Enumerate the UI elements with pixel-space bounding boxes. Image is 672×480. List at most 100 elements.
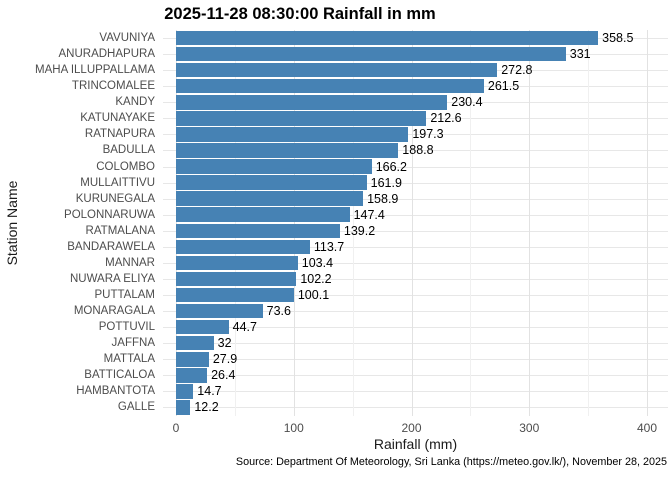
bar-value-label: 161.9 [370,175,402,190]
x-tick-label: 300 [519,421,540,435]
y-tick-label: NUWARA ELIYA [70,272,155,285]
bar [176,207,350,222]
bar-value-label: 102.2 [300,271,332,286]
bar-value-label: 27.9 [212,352,238,367]
gridline-horizontal [163,327,668,329]
y-tick-label: MONARAGALA [73,305,155,318]
bar [176,111,427,126]
gridline-major [647,30,648,416]
x-tick-label: 0 [172,421,180,435]
bar-value-label: 158.9 [367,191,399,206]
y-tick-label: JAFFNA [111,337,155,350]
bar-value-label: 73.6 [266,304,291,319]
gridline-horizontal [163,198,668,200]
gridline-major [411,30,413,416]
bar-value-label: 147.4 [353,207,385,222]
bar [176,175,367,190]
bar-value-label: 26.4 [211,368,236,383]
gridline-major [293,30,295,416]
gridline-horizontal [163,311,668,313]
x-axis-title: Rainfall (mm) [373,436,458,452]
bar [176,143,399,158]
y-tick-label: BANDARAWELA [67,240,155,253]
bar [176,95,448,110]
gridline-horizontal [163,246,668,248]
bar [176,223,340,239]
x-tick-label: 200 [401,421,422,435]
gridline-horizontal [163,230,668,232]
gridline-major [529,30,531,416]
bar [176,319,229,335]
bar-value-label: 139.2 [343,223,376,238]
gridline-horizontal [163,262,668,264]
gridline-horizontal [163,278,668,280]
gridline-minor [470,30,472,416]
gridline-horizontal [163,150,668,152]
bar [176,159,372,174]
y-tick-label: POLONNARUWA [64,208,155,221]
gridline-horizontal [163,375,668,377]
gridline-horizontal [163,182,668,184]
gridline-minor [234,30,236,416]
bar [176,303,263,319]
bar-value-label: 103.4 [301,255,334,270]
bar [176,335,214,351]
y-tick-label: COLOMBO [96,160,155,173]
bar [176,191,364,206]
gridline-horizontal [163,343,668,345]
y-tick-label: PUTTALAM [94,289,156,302]
x-tick-label: 400 [636,421,658,435]
y-tick-label: MULLAITTIVU [80,176,155,189]
bar-value-label: 188.8 [402,143,434,158]
bar-value-label: 358.5 [602,31,634,46]
gridline-horizontal [163,166,668,168]
gridline-minor [352,30,354,416]
y-tick-label: BATTICALOA [84,369,155,382]
y-tick-label: POTTUVIL [98,321,155,334]
bar [176,384,194,399]
gridline-horizontal [163,134,668,136]
y-tick-label: HAMBANTOTA [76,385,155,398]
bar-value-label: 261.5 [487,79,520,94]
y-tick-label: TRINCOMALEE [71,80,155,93]
gridline-minor [588,30,590,416]
y-tick-label: KANDY [115,96,155,109]
gridline-horizontal [163,391,668,393]
bar [176,30,599,46]
gridline-horizontal [163,407,668,409]
bar [176,352,209,367]
bar-value-label: 197.3 [412,127,444,142]
x-tick-label: 100 [283,421,304,435]
bar [176,46,566,62]
bar-value-label: 212.6 [430,111,462,126]
y-tick-label: VAVUNIYA [99,32,155,45]
y-tick-label: MAHA ILLUPPALLAMA [35,64,155,77]
bar-value-label: 14.7 [197,384,222,399]
y-tick-label: ANURADHAPURA [58,48,156,61]
bar [176,400,191,415]
y-tick-label: RATNAPURA [84,128,155,141]
bar-value-label: 331 [569,47,591,62]
y-tick-label: KURUNEGALA [75,192,155,205]
y-tick-label: MATTALA [103,353,155,366]
bar [176,368,208,383]
bar-value-label: 32 [217,336,232,351]
y-tick-label: RATMALANA [85,224,155,237]
gridline-horizontal [163,295,668,297]
bar-value-label: 272.8 [501,63,533,78]
gridline-horizontal [163,214,668,216]
bar-value-label: 230.4 [451,95,483,110]
bar [176,239,310,255]
bar [176,255,298,271]
gridline-horizontal [163,359,668,361]
bar [176,62,498,78]
y-tick-label: BADULLA [102,144,155,157]
bar-value-label: 100.1 [297,288,330,303]
bar [176,287,294,303]
source-caption: Source: Department Of Meteorology, Sri L… [235,456,667,468]
y-tick-label: GALLE [117,401,155,414]
bar-value-label: 166.2 [375,159,407,174]
y-tick-label: MANNAR [105,256,155,269]
bar [176,271,297,287]
